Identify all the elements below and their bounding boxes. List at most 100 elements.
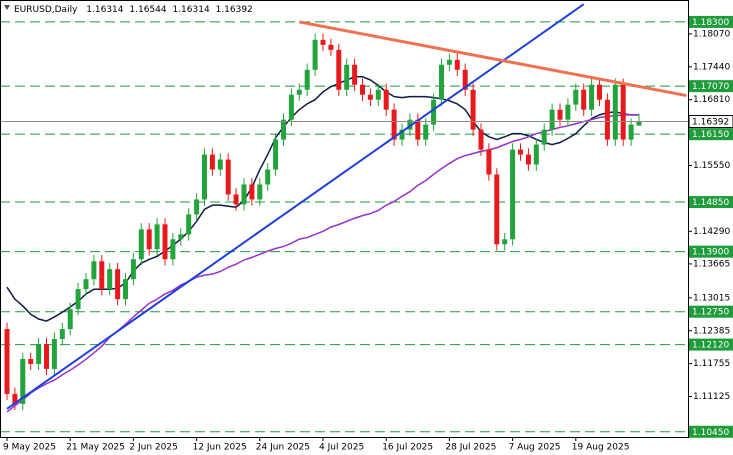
- candle-body: [241, 184, 247, 205]
- trendline: [6, 3, 585, 410]
- candle-body: [486, 149, 492, 175]
- candle-body: [620, 84, 626, 140]
- x-tick-label: 12 Jun 2025: [193, 443, 247, 453]
- candle-body: [423, 124, 429, 140]
- y-tick-label: 1.13015: [693, 293, 730, 303]
- y-tick-label: 1.13665: [693, 259, 730, 269]
- level-label: 1.14850: [692, 198, 729, 208]
- candle-body: [407, 119, 413, 130]
- symbol-icon: [4, 5, 10, 10]
- candle-body: [83, 279, 89, 290]
- candle-body: [202, 154, 207, 200]
- candle-body: [162, 224, 168, 260]
- candle-body: [123, 279, 128, 300]
- candle-body: [399, 129, 405, 140]
- candle-body: [415, 119, 421, 140]
- candle-body: [209, 154, 215, 170]
- x-tick-label: 19 Aug 2025: [572, 443, 630, 453]
- candle-body: [375, 89, 381, 100]
- level-label: 1.18300: [692, 18, 729, 28]
- level-box: [689, 245, 733, 258]
- header-high: 1.16544: [129, 5, 166, 15]
- level-label: 1.10450: [692, 428, 729, 438]
- candle-body: [186, 214, 192, 235]
- candle-body: [75, 289, 81, 310]
- y-tick-label: 1.17440: [693, 62, 730, 72]
- candle-body: [636, 121, 642, 126]
- candle-body: [170, 239, 176, 260]
- candle-body: [383, 89, 389, 110]
- candle-body: [115, 269, 121, 300]
- candle-body: [446, 59, 452, 65]
- candle-body: [281, 119, 286, 140]
- candle-body: [439, 64, 444, 100]
- candle-body: [367, 94, 373, 100]
- x-tick-label: 7 Aug 2025: [509, 443, 561, 453]
- level-label: 1.16150: [692, 130, 729, 140]
- candle-body: [194, 199, 200, 215]
- x-tick-label: 4 Jul 2025: [319, 443, 364, 453]
- candle-body: [494, 174, 500, 245]
- level-box: [689, 15, 733, 28]
- level-label: 1.12120: [692, 341, 729, 351]
- candle-body: [130, 259, 136, 280]
- trendline: [299, 20, 687, 98]
- candle-body: [462, 69, 468, 90]
- candle-body: [12, 393, 18, 404]
- y-tick-label: 1.16810: [693, 95, 730, 105]
- candle-body: [146, 229, 152, 250]
- candle-body: [20, 358, 26, 404]
- current-price-box: [688, 115, 733, 129]
- candle-body: [99, 261, 105, 290]
- level-box: [689, 128, 733, 141]
- candle-body: [541, 129, 547, 145]
- y-tick-label: 1.15550: [693, 161, 730, 171]
- candle-body: [36, 344, 42, 364]
- candle-body: [557, 109, 563, 120]
- x-tick-label: 2 Jun 2025: [129, 443, 177, 453]
- candle-body: [304, 69, 310, 90]
- candle-body: [510, 149, 516, 240]
- level-box: [689, 338, 733, 351]
- candle-body: [265, 169, 271, 185]
- candle-body: [67, 309, 73, 330]
- candle-body: [44, 344, 49, 369]
- candle-body: [628, 124, 634, 140]
- candle-body: [533, 144, 539, 165]
- candle-body: [518, 149, 523, 155]
- y-tick-label: 1.11125: [693, 392, 730, 402]
- candle-body: [138, 229, 144, 260]
- level-box: [689, 425, 733, 438]
- plot-frame: [0, 0, 689, 438]
- candle-body: [478, 129, 484, 150]
- header-close: 1.16392: [216, 5, 253, 15]
- y-tick-label: 1.18070: [693, 29, 730, 39]
- candle-body: [589, 84, 595, 110]
- candle-body: [178, 234, 184, 240]
- candle-body: [28, 358, 34, 364]
- candle-body: [288, 94, 294, 120]
- header-low: 1.16314: [172, 5, 209, 15]
- y-tick-label: 1.11755: [693, 359, 730, 369]
- candle-body: [273, 139, 279, 170]
- candle-body: [581, 89, 587, 110]
- level-label: 1.12750: [692, 308, 729, 318]
- candle-body: [352, 64, 358, 85]
- current-price-label: 1.16392: [692, 118, 729, 128]
- candle-body: [91, 261, 97, 280]
- y-tick-label: 1.12385: [693, 326, 730, 336]
- header-open: 1.16314: [86, 5, 123, 15]
- symbol-title: EURUSD,Daily: [14, 5, 78, 15]
- candle-body: [59, 329, 65, 340]
- candle-body: [154, 224, 160, 250]
- candle-body: [597, 84, 602, 100]
- candle-body: [612, 84, 618, 140]
- candle-body: [257, 184, 263, 200]
- moving-average: [6, 75, 639, 322]
- plot-area: [1, 3, 688, 433]
- x-tick-label: 24 Jun 2025: [256, 443, 310, 453]
- x-tick-label: 9 May 2025: [3, 443, 56, 453]
